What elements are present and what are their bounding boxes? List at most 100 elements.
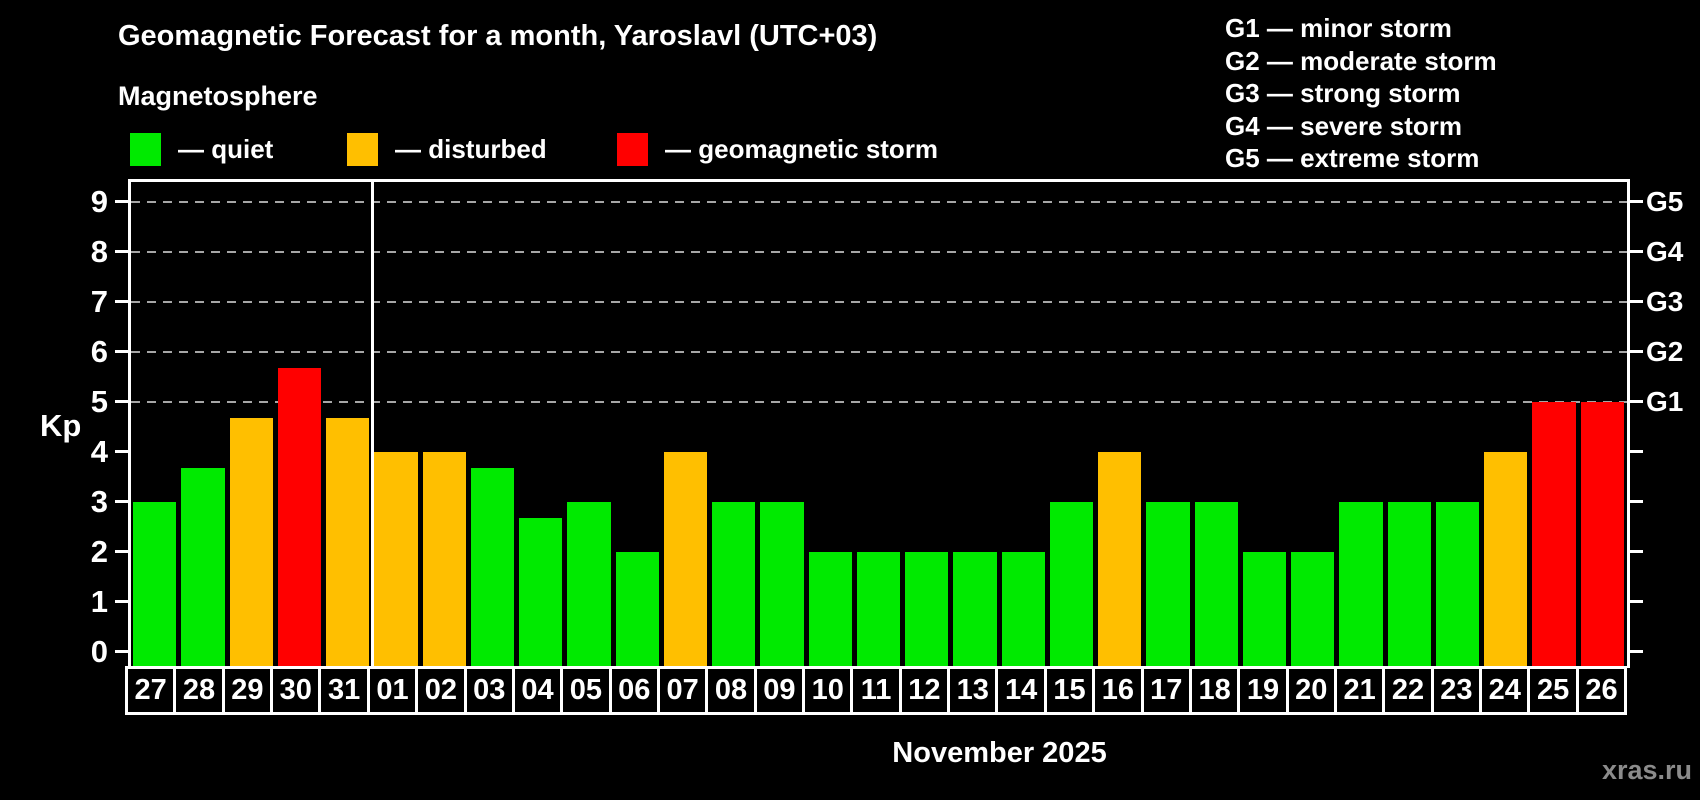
y-axis-tick-2: [115, 550, 128, 554]
bar-day-14: [1001, 551, 1045, 668]
y-tick-label-7: 7: [90, 283, 108, 319]
y-tick-label-2: 2: [90, 533, 108, 569]
y-tick-label-5: 5: [90, 383, 108, 419]
y-tick-label-1: 1: [90, 583, 108, 619]
y-tick-label-3: 3: [90, 483, 108, 519]
legend-item-storm: — geomagnetic storm: [617, 133, 938, 166]
y-axis-title: Kp: [40, 408, 82, 443]
day-label-03: 03: [463, 666, 515, 715]
y-axis-tick-6: [115, 350, 128, 354]
day-label-16: 16: [1092, 666, 1144, 715]
day-label-06: 06: [608, 666, 660, 715]
chart-title: Geomagnetic Forecast for a month, Yarosl…: [118, 20, 878, 52]
bar-day-18: [1194, 501, 1238, 668]
y-axis-tick-1: [115, 600, 128, 604]
day-label-11: 11: [850, 666, 902, 715]
bar-day-22: [1387, 501, 1431, 668]
bar-day-01: [374, 451, 418, 668]
legend-label-quiet: — quiet: [178, 134, 274, 164]
g-legend-line-3: G3 — strong storm: [1225, 78, 1461, 108]
day-label-08: 08: [705, 666, 757, 715]
x-axis-month-label: November 2025: [892, 737, 1107, 769]
day-label-12: 12: [898, 666, 951, 715]
y-axis-tick-9: [115, 200, 128, 204]
y-axis-tick-7: [115, 300, 128, 304]
gridline-kp-6: [131, 350, 1627, 353]
bar-day-02: [422, 451, 466, 668]
day-label-21: 21: [1333, 666, 1386, 715]
bar-day-25: [1532, 401, 1576, 668]
right-axis-tick-7: [1630, 300, 1643, 304]
bar-day-17: [1146, 501, 1190, 668]
y-tick-label-0: 0: [90, 633, 108, 669]
g-scale-label-g3: G3: [1646, 285, 1684, 317]
legend-label-storm: — geomagnetic storm: [665, 134, 939, 164]
bar-day-26: [1580, 401, 1624, 668]
legend-item-quiet: — quiet: [130, 133, 273, 166]
y-tick-label-4: 4: [90, 433, 108, 469]
gridline-kp-5: [131, 400, 1627, 403]
bar-day-07: [663, 451, 708, 668]
bar-day-03: [470, 468, 515, 668]
bar-day-11: [856, 551, 901, 668]
bar-day-15: [1049, 501, 1094, 668]
g-scale-label-g5: G5: [1646, 185, 1684, 217]
bar-day-31: [326, 418, 370, 668]
y-tick-label-6: 6: [90, 333, 108, 369]
y-tick-label-8: 8: [90, 233, 108, 269]
g-scale-legend: G1 — minor storm G2 — moderate storm G3 — …: [1225, 12, 1497, 175]
bar-day-16: [1098, 451, 1142, 668]
g-legend-line-2: G2 — moderate storm: [1225, 45, 1497, 76]
bar-day-12: [905, 551, 949, 668]
bar-day-05: [567, 501, 611, 668]
right-axis-tick-3: [1630, 500, 1643, 504]
x-axis-day-labels: 27 28 29 30 31 01 02 03 04 05 06 07 08 09 10 11 12 13 14 15…: [125, 666, 1628, 715]
watermark: xras.ru: [1601, 755, 1692, 785]
right-axis-tick-5: [1630, 400, 1643, 404]
g-scale-label-g1: G1: [1646, 385, 1684, 417]
day-label-29: 29: [221, 666, 274, 715]
bar-day-23: [1435, 501, 1480, 668]
bar-day-30: [277, 368, 322, 668]
day-label-07: 07: [656, 666, 709, 715]
day-label-05: 05: [560, 666, 612, 715]
right-axis-tick-9: [1630, 200, 1643, 204]
day-label-19: 19: [1237, 666, 1289, 715]
day-label-13: 13: [947, 666, 999, 715]
day-label-27: 27: [125, 666, 177, 715]
bar-day-06: [615, 551, 659, 668]
day-label-23: 23: [1430, 666, 1483, 715]
right-axis-tick-2: [1630, 550, 1643, 554]
day-label-24: 24: [1479, 666, 1531, 715]
bar-day-04: [519, 518, 563, 668]
g-legend-line-4: G4 — severe storm: [1225, 110, 1463, 141]
plot-area: [128, 179, 1630, 668]
day-label-25: 25: [1527, 666, 1579, 715]
legend-swatch-disturbed: [347, 133, 378, 166]
bar-day-09: [760, 501, 804, 668]
chart-subtitle: Magnetosphere: [118, 81, 318, 111]
y-axis-tick-3: [115, 500, 128, 504]
day-label-15: 15: [1043, 666, 1096, 715]
bar-day-20: [1291, 551, 1335, 668]
bar-day-13: [953, 551, 997, 668]
y-axis-tick-8: [115, 250, 128, 254]
day-label-02: 02: [415, 666, 467, 715]
g-scale-label-g2: G2: [1646, 335, 1684, 367]
day-label-26: 26: [1575, 666, 1628, 715]
day-label-31: 31: [318, 666, 370, 715]
right-axis-tick-6: [1630, 350, 1643, 354]
legend-swatch-quiet: [130, 133, 161, 166]
legend-swatch-storm: [617, 133, 648, 166]
bar-day-28: [181, 468, 225, 668]
day-label-22: 22: [1382, 666, 1434, 715]
legend-label-disturbed: — disturbed: [395, 134, 547, 164]
legend-item-disturbed: — disturbed: [347, 133, 547, 166]
day-label-20: 20: [1285, 666, 1337, 715]
y-axis-tick-4: [115, 450, 128, 454]
day-label-04: 04: [511, 666, 564, 715]
bar-day-27: [133, 501, 177, 668]
day-label-14: 14: [995, 666, 1047, 715]
right-axis-tick-8: [1630, 250, 1643, 254]
